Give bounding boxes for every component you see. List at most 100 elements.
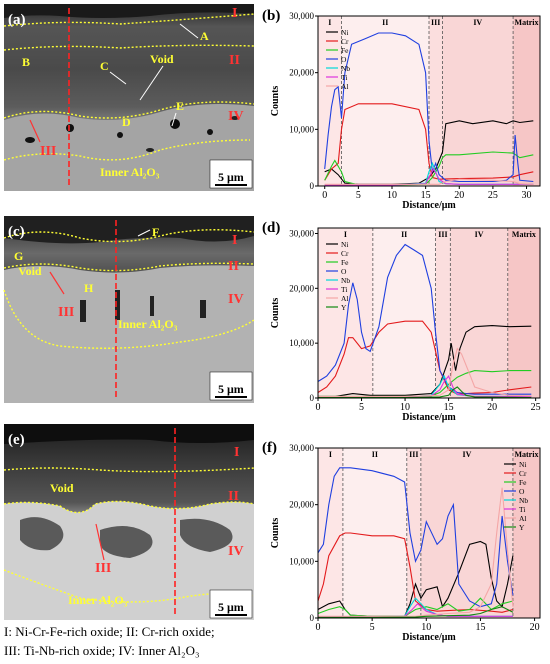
zone-band-iv bbox=[450, 228, 508, 398]
marker-f: F bbox=[152, 225, 159, 239]
pointer-arrow bbox=[109, 71, 127, 85]
inner-al2o3-label: Inner Al₂O₃ bbox=[68, 593, 128, 607]
zone-band-iv bbox=[420, 448, 513, 618]
pointer-arrow bbox=[171, 112, 177, 127]
legend-label-nb: Nb bbox=[341, 64, 350, 73]
legend-label-y: Y bbox=[341, 303, 347, 312]
zone-band-iv bbox=[442, 16, 514, 186]
surface-dark-c bbox=[4, 216, 254, 244]
scale-bar-box bbox=[209, 371, 253, 401]
void-spot bbox=[117, 132, 123, 138]
x-axis-label: Distance/μm bbox=[402, 200, 456, 211]
dark-phase bbox=[20, 517, 64, 551]
zone-label: I bbox=[329, 450, 332, 459]
series-line-ti bbox=[324, 167, 534, 186]
void-spot bbox=[115, 290, 120, 320]
plot-frame bbox=[317, 447, 541, 619]
series-line-y bbox=[318, 606, 514, 618]
void-spot bbox=[66, 124, 74, 132]
void-label: Void bbox=[150, 52, 174, 66]
series-line-cr bbox=[317, 320, 532, 395]
marker-e: E bbox=[176, 99, 184, 113]
void-label: Void bbox=[50, 481, 74, 495]
x-tick-label: 20 bbox=[530, 622, 540, 633]
pointer-arrow bbox=[95, 523, 105, 561]
boundary-line bbox=[3, 500, 255, 514]
legend-label-al: Al bbox=[341, 82, 349, 91]
boundary-line bbox=[3, 139, 251, 161]
x-tick-label: 5 bbox=[370, 622, 375, 633]
panel-tag: (e) bbox=[8, 432, 25, 448]
series-line-fe bbox=[324, 151, 534, 186]
zone-label-ii: II bbox=[228, 259, 239, 274]
x-tick-label: 0 bbox=[316, 402, 321, 413]
y-tick-label: 30,000 bbox=[289, 11, 314, 21]
zone-band-i bbox=[318, 228, 373, 398]
zone-label: IV bbox=[462, 450, 471, 459]
x-tick-label: 0 bbox=[316, 622, 321, 633]
legend-label-al: Al bbox=[519, 514, 527, 523]
panel-tag: (a) bbox=[8, 12, 26, 28]
boundary-line bbox=[3, 262, 255, 272]
legend-label-cr: Cr bbox=[519, 469, 527, 478]
void-spot bbox=[150, 296, 154, 316]
y-tick-label: 0 bbox=[310, 613, 315, 623]
panel-tag: (c) bbox=[8, 224, 25, 240]
zone-band-iii bbox=[429, 16, 443, 186]
y-axis-label: Counts bbox=[270, 518, 281, 549]
series-line-ni bbox=[324, 120, 534, 185]
pointer-arrow bbox=[137, 229, 151, 237]
dark-phase bbox=[100, 526, 153, 558]
zone-band-ii bbox=[341, 16, 429, 186]
zone-label-i: I bbox=[232, 233, 237, 248]
dark-phase bbox=[180, 518, 233, 552]
boundary-line bbox=[3, 289, 255, 349]
void-spot bbox=[170, 119, 180, 129]
legend-label-ti: Ti bbox=[341, 73, 347, 82]
y-tick-label: 30,000 bbox=[289, 443, 314, 453]
series-line-cr bbox=[324, 103, 534, 181]
plot-frame bbox=[317, 227, 541, 399]
y-tick-label: 20,000 bbox=[289, 283, 314, 293]
zone-label-iii: III bbox=[58, 305, 74, 320]
legend-label-ni: Ni bbox=[341, 240, 349, 249]
zone-label: III bbox=[431, 18, 440, 27]
surface-dark-e bbox=[4, 424, 254, 444]
legend-label-ti: Ti bbox=[341, 285, 347, 294]
series-line-ni bbox=[318, 325, 532, 397]
plot-frame bbox=[317, 15, 541, 187]
marker-h: H bbox=[84, 281, 94, 295]
legend-label-al: Al bbox=[341, 294, 349, 303]
zone-label: IV bbox=[475, 230, 484, 239]
legend-label-o: O bbox=[341, 55, 347, 64]
zone-label: II bbox=[372, 450, 378, 459]
series-line-o bbox=[317, 243, 532, 395]
legend-caption-line-2: III: Ti-Nb-rich oxide; IV: Inner Al₂O₃ bbox=[4, 643, 200, 658]
boundary-line bbox=[3, 229, 255, 243]
zone-band-ii bbox=[372, 228, 436, 398]
boundary-line bbox=[3, 467, 255, 473]
series-line-o bbox=[317, 467, 514, 608]
zone-band-matrix bbox=[507, 228, 540, 398]
scale-bar-box bbox=[209, 159, 253, 189]
boundary-line bbox=[3, 101, 255, 119]
marker-d: D bbox=[122, 115, 131, 129]
series-line-o bbox=[324, 32, 534, 183]
y-tick-label: 0 bbox=[310, 181, 315, 191]
panel-tag: (d) bbox=[262, 220, 280, 236]
zone-band-matrix bbox=[512, 448, 540, 618]
x-axis-label: Distance/μm bbox=[402, 632, 456, 643]
pointer-arrow bbox=[29, 119, 41, 143]
matrix-region-a bbox=[4, 104, 254, 191]
scale-bar-label: 5 μm bbox=[218, 600, 244, 614]
y-tick-label: 30,000 bbox=[289, 228, 314, 238]
y-tick-label: 10,000 bbox=[289, 338, 314, 348]
legend-label-ti: Ti bbox=[519, 505, 525, 514]
zone-label: II bbox=[382, 18, 388, 27]
x-tick-label: 25 bbox=[488, 190, 498, 201]
marker-c: C bbox=[100, 59, 109, 73]
x-tick-label: 5 bbox=[359, 402, 364, 413]
zone-label: IV bbox=[473, 18, 482, 27]
zone-band-i bbox=[318, 448, 343, 618]
